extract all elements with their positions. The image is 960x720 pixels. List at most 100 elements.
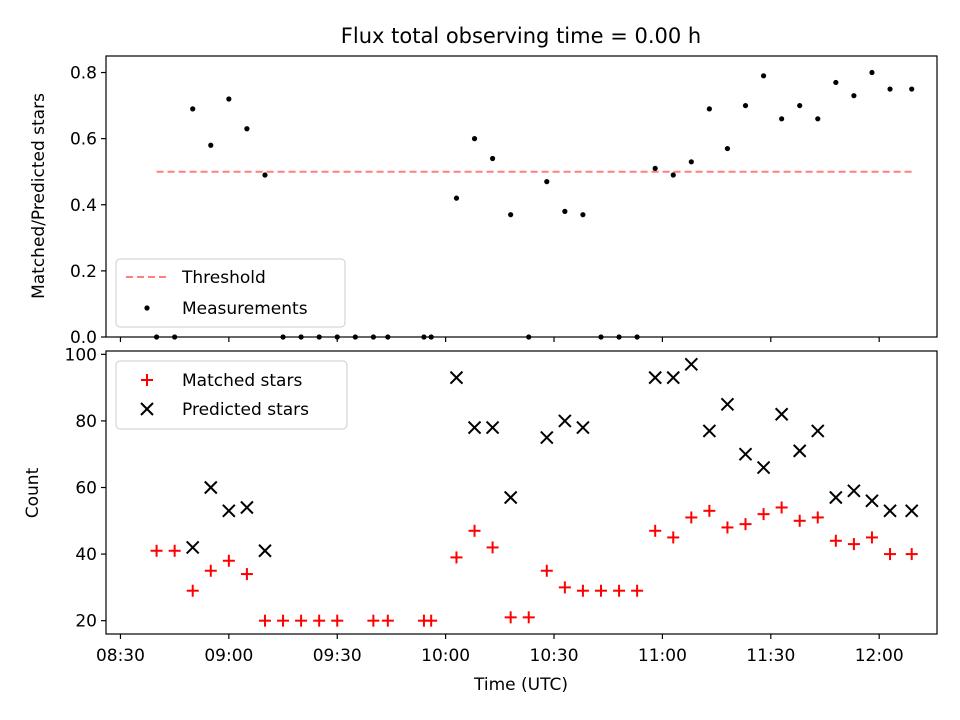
predicted-point: [829, 490, 843, 505]
bottom-legend-frame: [115, 360, 348, 430]
predicted-point: [186, 540, 200, 555]
predicted-point: [738, 447, 753, 461]
matched-point: [240, 568, 253, 581]
top-legend-frame: [115, 258, 346, 328]
predicted-points: [186, 357, 919, 558]
bottom-x-ticks: 08:30 09:00 09:30 10:00 10:30 11:00 11:30 12:00: [96, 634, 904, 666]
matched-point: [522, 611, 535, 624]
chart-title: Flux total observing time = 0.00 h: [341, 24, 701, 48]
measurements-legend-label: Measurements: [182, 299, 308, 319]
matched-point: [703, 504, 716, 517]
bottom-x-tick-label: 12:00: [855, 646, 904, 666]
matched-point: [847, 538, 860, 551]
matched-point: [204, 564, 217, 577]
matched-point: [685, 511, 698, 524]
predicted-point: [558, 414, 572, 428]
predicted-point: [240, 500, 254, 515]
bottom-axes: 20 40 60 80 100 08:30 09:00 09:30 10:00 10:30 11:…: [23, 345, 938, 695]
matched-legend-swatch: [141, 374, 153, 386]
bottom-x-axis-label: Time (UTC): [473, 675, 568, 695]
bottom-x-tick-label: 09:00: [204, 646, 253, 666]
predicted-point: [883, 504, 897, 518]
matched-point: [884, 548, 897, 561]
matched-point: [468, 524, 481, 537]
measurement-point: [580, 212, 586, 218]
measurement-point: [797, 102, 803, 109]
predicted-point: [811, 424, 825, 438]
predicted-point: [576, 420, 590, 435]
threshold-legend-label: Threshold: [181, 268, 266, 288]
matched-point: [757, 508, 770, 521]
bottom-x-tick-label: 11:30: [746, 646, 795, 666]
predicted-point: [222, 504, 236, 518]
measurement-point: [833, 79, 839, 86]
bottom-y-axis-label: Count: [23, 467, 43, 518]
matched-points: [150, 501, 918, 627]
predicted-point: [204, 480, 218, 495]
measurement-point: [489, 155, 496, 162]
matched-point: [540, 564, 553, 577]
matched-point: [829, 534, 842, 547]
matched-point: [295, 614, 308, 627]
matched-point: [186, 584, 199, 597]
top-x-ticks: [119, 337, 880, 342]
predicted-point: [648, 370, 662, 385]
predicted-point: [792, 444, 807, 458]
top-y-tick-label: 0.8: [70, 64, 97, 84]
measurement-point: [652, 165, 658, 171]
matched-point: [313, 614, 326, 627]
matched-point: [613, 584, 626, 597]
matched-point: [865, 531, 878, 544]
bottom-y-tick-label: 60: [75, 479, 97, 499]
measurement-point: [742, 102, 749, 109]
matched-point: [905, 548, 918, 561]
bottom-legend: Matched stars Predicted stars: [115, 360, 348, 430]
predicted-point: [258, 544, 272, 558]
bottom-y-tick-label: 100: [65, 345, 97, 365]
predicted-point: [774, 407, 789, 421]
matched-point: [222, 554, 235, 567]
matched-point: [277, 614, 290, 627]
bottom-x-tick-label: 10:00: [421, 646, 470, 666]
measurement-point: [779, 116, 785, 122]
matched-point: [631, 584, 644, 597]
bottom-y-tick-label: 80: [75, 412, 97, 432]
matched-point: [594, 584, 607, 597]
measurement-point: [670, 172, 676, 178]
bottom-y-tick-label: 20: [75, 612, 97, 632]
bottom-x-tick-label: 09:30: [313, 646, 362, 666]
top-y-ticks: 0.0 0.2 0.4 0.6 0.8: [70, 64, 106, 348]
matched-point: [504, 611, 517, 624]
predicted-point: [702, 424, 717, 438]
measurement-point: [909, 86, 915, 92]
matched-point: [168, 544, 181, 557]
matched-point: [258, 614, 271, 627]
predicted-point: [666, 370, 680, 385]
measurement-point: [471, 136, 478, 142]
bottom-y-ticks: 20 40 60 80 100: [65, 345, 106, 632]
measurement-point: [724, 145, 731, 152]
matched-point: [775, 501, 788, 514]
predicted-point: [865, 494, 879, 508]
measurement-point: [190, 106, 196, 112]
top-plot-frame: [105, 55, 938, 338]
matched-point: [721, 521, 734, 534]
matched-point: [331, 614, 344, 627]
top-y-axis-label: Matched/Predicted stars: [29, 93, 49, 299]
predicted-legend-swatch: [140, 402, 154, 416]
predicted-point: [467, 420, 482, 435]
measurement-point: [453, 195, 460, 201]
measurement-point: [760, 73, 767, 79]
predicted-point: [503, 490, 518, 505]
bottom-x-tick-label: 11:00: [638, 646, 687, 666]
matched-point: [576, 584, 589, 597]
matched-point: [739, 518, 752, 531]
top-y-tick-label: 0.2: [70, 262, 97, 282]
top-y-tick-label: 0.0: [70, 328, 97, 348]
top-axes: 0.00.20.40.60.8 Matched/Predicted stars …: [29, 55, 938, 348]
matched-point: [649, 524, 662, 537]
measurement-point: [706, 106, 712, 112]
matched-point: [150, 544, 163, 557]
predicted-point: [756, 460, 771, 475]
